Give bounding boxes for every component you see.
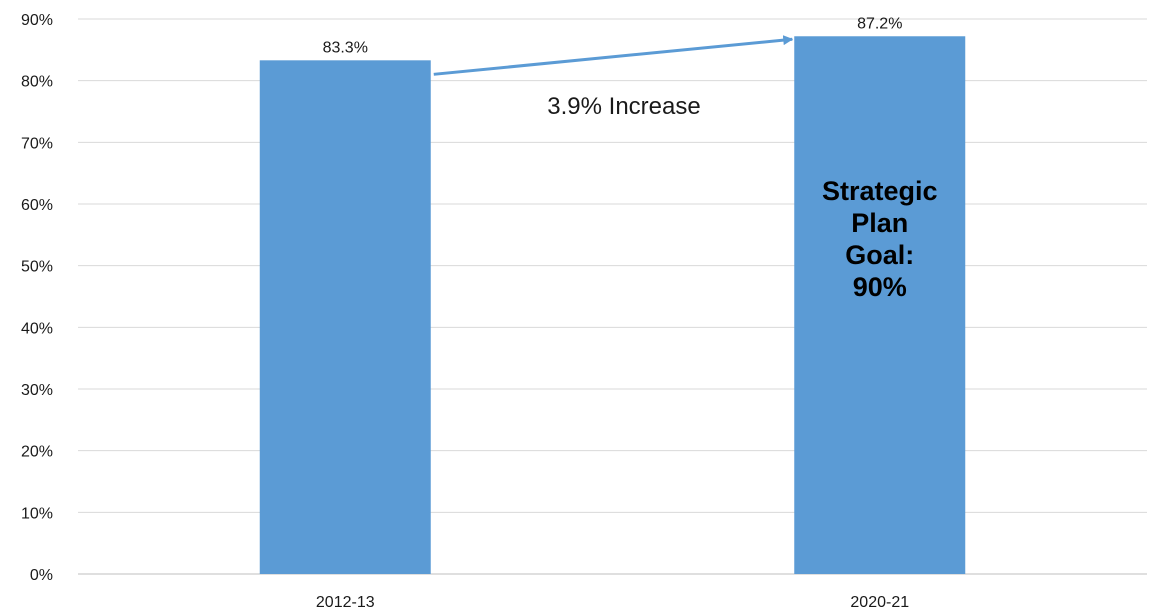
goal-line: Strategic	[822, 176, 938, 206]
x-tick-label: 2020-21	[850, 594, 909, 611]
goal-line: 90%	[853, 272, 907, 302]
y-tick-label: 90%	[21, 12, 53, 29]
y-tick-label: 80%	[21, 74, 53, 91]
increase-annotation: 3.9% Increase	[547, 93, 700, 120]
y-tick-label: 70%	[21, 135, 53, 152]
increase-arrow	[433, 35, 794, 76]
y-tick-label: 40%	[21, 320, 53, 337]
y-tick-label: 60%	[21, 197, 53, 214]
goal-line: Goal:	[845, 240, 914, 270]
y-tick-label: 0%	[30, 567, 53, 584]
x-axis-categories: 2012-13 2020-21	[316, 594, 909, 611]
goal-line: Plan	[851, 208, 908, 238]
y-tick-label: 10%	[21, 505, 53, 522]
x-tick-label: 2012-13	[316, 594, 375, 611]
y-axis-ticks: 0% 10% 20% 30% 40% 50% 60% 70% 80% 90%	[21, 12, 53, 584]
y-tick-label: 50%	[21, 259, 53, 276]
data-label: 83.3%	[323, 39, 368, 56]
bar	[794, 36, 966, 575]
data-label: 87.2%	[857, 15, 902, 32]
y-tick-label: 30%	[21, 382, 53, 399]
gridlines	[78, 18, 1147, 575]
data-labels: 83.3% 87.2%	[323, 15, 903, 56]
bar	[259, 60, 431, 575]
bars	[259, 36, 966, 575]
y-tick-label: 20%	[21, 444, 53, 461]
